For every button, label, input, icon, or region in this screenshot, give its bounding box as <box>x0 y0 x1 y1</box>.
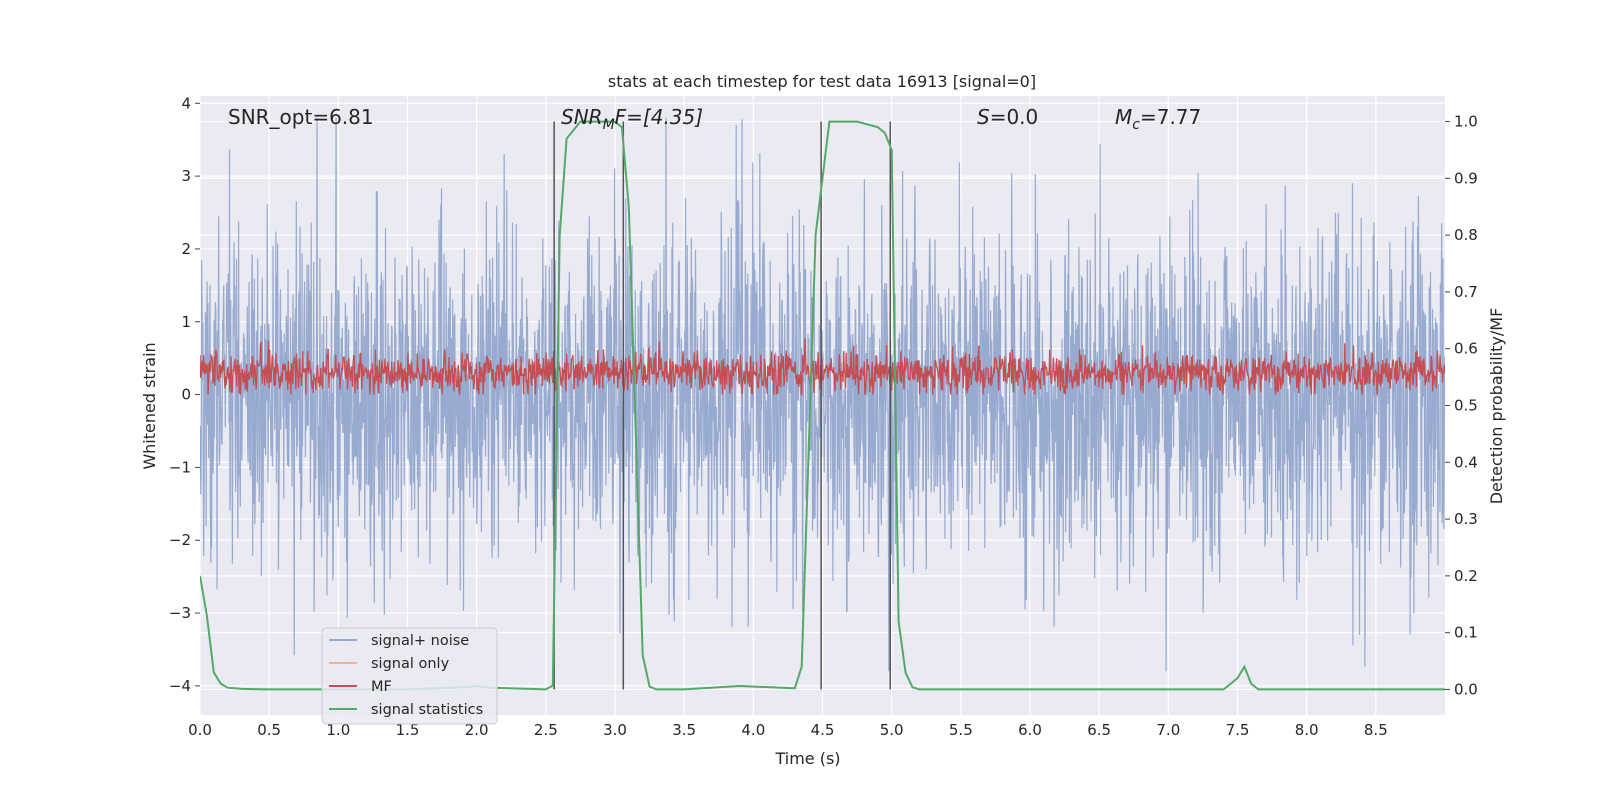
window-markers <box>553 121 892 690</box>
annotation-snr-opt: SNR_opt=6.81 <box>228 105 374 129</box>
left-y-tick-label: −4 <box>169 677 191 695</box>
right-y-tick-label: 0.1 <box>1454 624 1478 642</box>
left-y-tick-label: 0 <box>181 386 191 404</box>
x-tick-label: 3.0 <box>603 721 627 739</box>
right-y-axis-ticks: 1.0 0.9 0.8 0.7 0.6 0.5 0.4 0.3 0.2 0.1 0.0 <box>1445 113 1478 698</box>
x-tick-label: 4.5 <box>811 721 835 739</box>
annotation-s: S=0.0 <box>977 105 1038 129</box>
x-tick-label: 2.5 <box>534 721 558 739</box>
left-y-tick-label: 4 <box>181 94 191 112</box>
right-y-tick-label: 0.9 <box>1454 169 1478 187</box>
annotation-snr-mf: SNRMF=[4.35] <box>561 105 703 133</box>
s-var: S <box>977 105 990 129</box>
chart-title: stats at each timestep for test data 169… <box>608 72 1036 91</box>
x-tick-label: 4.0 <box>741 721 765 739</box>
x-tick-label: 7.5 <box>1226 721 1250 739</box>
x-axis-ticks: 0.0 0.5 1.0 1.5 2.0 2.5 3.0 3.5 4.0 4.5 5.0 5.5 6.0 6… <box>188 721 1388 739</box>
x-tick-label: 6.0 <box>1018 721 1042 739</box>
right-y-tick-label: 0.6 <box>1454 340 1478 358</box>
left-y-tick-label: −2 <box>169 531 191 549</box>
right-y-tick-label: 0.5 <box>1454 397 1478 415</box>
x-tick-label: 8.0 <box>1295 721 1319 739</box>
x-tick-label: 0.5 <box>257 721 281 739</box>
legend-label-2: MF <box>371 679 392 695</box>
right-y-tick-label: 0.0 <box>1454 680 1478 698</box>
snr-mf-rest-f: F=[4.35] <box>615 105 703 129</box>
left-y-gridlines <box>200 102 1445 687</box>
snr-mf-base: SNR <box>561 105 603 129</box>
mc-sub: c <box>1132 117 1140 133</box>
x-tick-label: 1.5 <box>396 721 420 739</box>
x-tick-label: 1.0 <box>326 721 350 739</box>
x-tick-label: 3.5 <box>672 721 696 739</box>
left-y-tick-label: 3 <box>181 167 191 185</box>
left-y-axis-ticks: 4 3 2 1 0 −1 −2 −3 −4 <box>169 94 200 695</box>
legend-box <box>321 627 498 725</box>
mc-var: M <box>1115 105 1132 129</box>
x-tick-label: 7.0 <box>1156 721 1180 739</box>
y-axis-label-left: Whitened strain <box>140 342 159 469</box>
x-axis-label: Time (s) <box>774 749 840 768</box>
x-tick-label: 5.5 <box>949 721 973 739</box>
x-tick-label: 0.0 <box>188 721 212 739</box>
left-y-tick-label: −3 <box>169 604 191 622</box>
snr-mf-sub: M <box>603 117 615 133</box>
right-y-tick-label: 0.4 <box>1454 453 1478 471</box>
x-tick-label: 8.5 <box>1364 721 1388 739</box>
x-tick-label: 6.5 <box>1087 721 1111 739</box>
mf-series <box>200 338 1445 397</box>
left-y-tick-label: 1 <box>181 313 191 331</box>
left-y-tick-label: 2 <box>181 240 191 258</box>
legend: signal+ noise signal only MF signal stat… <box>321 627 498 725</box>
x-tick-label: 5.0 <box>880 721 904 739</box>
right-y-tick-label: 0.7 <box>1454 283 1478 301</box>
right-y-tick-label: 0.3 <box>1454 510 1478 528</box>
mc-rest: =7.77 <box>1140 105 1201 129</box>
y-axis-label-right: Detection probability/MF <box>1487 308 1506 505</box>
right-y-tick-label: 0.2 <box>1454 567 1478 585</box>
legend-label-0: signal+ noise <box>371 633 469 649</box>
right-y-tick-label: 0.8 <box>1454 226 1478 244</box>
right-y-tick-label: 1.0 <box>1454 113 1478 131</box>
s-rest: =0.0 <box>990 105 1039 129</box>
left-y-tick-label: −1 <box>169 458 191 476</box>
legend-label-3: signal statistics <box>371 702 483 718</box>
annotation-mc: Mc=7.77 <box>1115 105 1201 133</box>
legend-label-1: signal only <box>371 656 450 672</box>
x-tick-label: 2.0 <box>465 721 489 739</box>
